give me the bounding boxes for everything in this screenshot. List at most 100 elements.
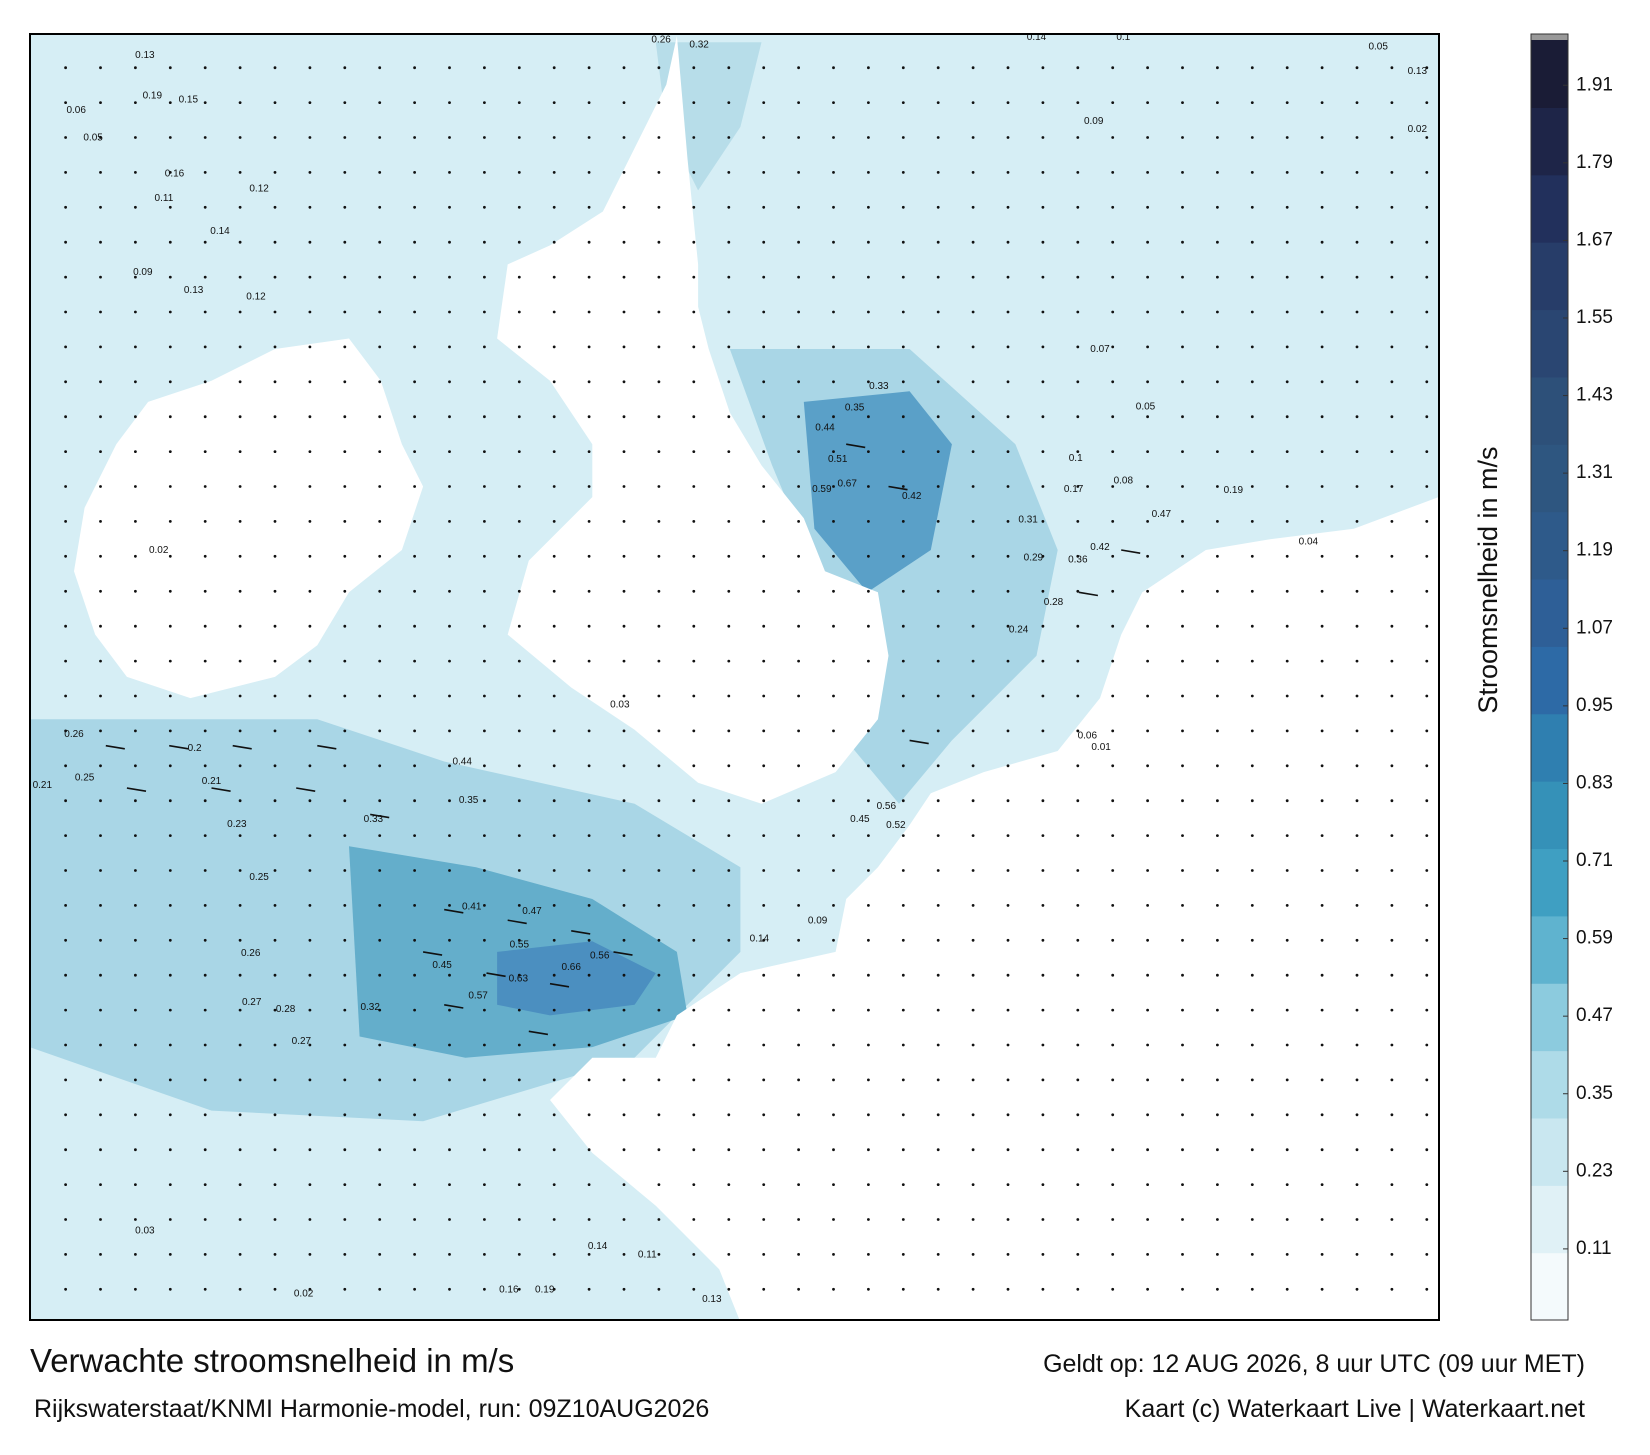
vector-dot [168,834,172,837]
vector-dot [1285,1218,1289,1221]
vector-dot [762,659,766,663]
vector-dot [552,1008,556,1012]
vector-dot [308,101,312,104]
vector-dot [867,869,870,872]
vector-dot [413,799,416,803]
vector-dot [343,520,347,523]
vector-dot [1390,904,1394,907]
speed-label: 0.45 [850,814,870,825]
vector-dot [517,554,521,558]
vector-dot [1216,345,1219,349]
vector-dot [1216,1183,1219,1186]
vector-dot [797,624,800,628]
vector-dot [134,1287,137,1291]
vector-dot [1111,345,1115,349]
vector-dot [448,171,451,174]
speed-label: 0.51 [828,454,848,465]
current-arrow [549,982,570,988]
vector-dot [413,345,416,349]
vector-dot [797,869,800,872]
vector-dot [1006,589,1010,593]
vector-dot [622,345,626,349]
vector-dot [1285,380,1289,384]
vector-dot [901,554,905,558]
colorbar-band [1531,713,1568,782]
vector-dot [692,659,696,663]
vector-dot [517,66,521,70]
speed-label: 0.05 [83,133,103,144]
vector-dot [1076,589,1080,593]
vector-dot [1146,729,1149,733]
vector-dot [168,694,172,698]
vector-dot [517,659,521,663]
vector-dot [971,1008,975,1012]
colorbar-band [1531,848,1568,917]
vector-dot [413,834,416,837]
vector-dot [552,520,556,523]
vector-dot [1355,834,1359,837]
vector-dot [483,799,486,803]
vector-dot [867,520,870,523]
land [74,338,424,699]
vector-dot [867,1043,870,1047]
vector-dot [1146,1113,1149,1117]
vector-dot [1041,1043,1045,1047]
vector-dot [1355,450,1359,453]
vector-dot [622,729,626,733]
colorbar-tick-label: 0.11 [1576,1238,1612,1259]
vector-dot [936,485,940,488]
vector-dot [901,136,905,139]
vector-dot [134,869,137,872]
vector-dot [797,1183,800,1186]
vector-dot [622,415,626,419]
vector-dot [762,1253,766,1256]
vector-dot [1181,1008,1184,1012]
vector-dot [203,1113,207,1117]
vector-dot [64,938,67,942]
vector-dot [1216,764,1219,768]
vector-dot [587,345,591,349]
vector-dot [622,205,626,209]
speed-label: 0.09 [808,915,828,926]
vector-dot [622,938,626,942]
vector-dot [622,1148,626,1152]
vector-dot [1076,624,1080,628]
vector-dot [168,415,172,419]
vector-dot [134,1183,137,1186]
vector-dot [832,869,835,872]
vector-dot [622,554,626,558]
vector-dot [1320,1218,1324,1221]
vector-dot [1285,345,1289,349]
vector-dot [1181,1148,1184,1152]
vector-dot [727,624,731,628]
speed-label: 0.31 [1018,515,1038,526]
vector-dot [552,171,556,174]
vector-dot [867,729,870,733]
vector-dot [936,520,940,523]
vector-dot [867,973,870,977]
colorbar-tick-label: 0.95 [1576,695,1613,716]
vector-dot [238,1148,242,1152]
vector-dot [552,624,556,628]
vector-dot [308,450,312,453]
vector-dot [99,1008,102,1012]
colorbar-band [1531,511,1568,580]
vector-dot [1216,834,1219,837]
vector-dot [1285,66,1289,70]
speed-label: 0.13 [702,1294,722,1305]
vector-dot [203,834,207,837]
vector-dot [936,240,940,244]
vector-dot [1320,205,1324,209]
vector-dot [1216,554,1219,558]
vector-dot [1181,380,1184,384]
vector-dot [1041,1218,1045,1221]
vector-dot [587,136,591,139]
vector-dot [797,1113,800,1117]
vector-dot [936,1218,940,1221]
vector-dot [657,520,661,523]
vector-dot [1320,415,1324,419]
vector-dot [552,485,556,488]
vector-dot [1111,1078,1115,1082]
vector-dot [867,1287,870,1291]
vector-dot [1285,136,1289,139]
